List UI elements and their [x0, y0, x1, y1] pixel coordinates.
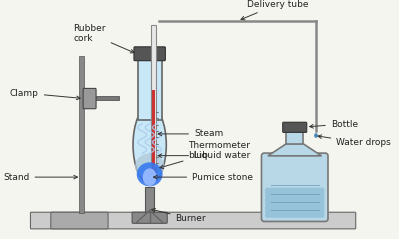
Ellipse shape: [133, 106, 166, 184]
Bar: [286, 131, 303, 144]
FancyBboxPatch shape: [30, 212, 356, 229]
Polygon shape: [268, 144, 322, 156]
Ellipse shape: [314, 133, 318, 138]
Text: Burner: Burner: [152, 208, 206, 223]
FancyBboxPatch shape: [283, 122, 307, 132]
Bar: [150, 25, 156, 171]
Text: Water drops: Water drops: [318, 135, 391, 147]
Text: Pumice stone: Pumice stone: [154, 173, 253, 182]
FancyBboxPatch shape: [132, 212, 167, 223]
Text: Steam: Steam: [158, 129, 223, 138]
Bar: [138, 60, 162, 120]
Text: Rubber
cork: Rubber cork: [73, 24, 134, 53]
FancyBboxPatch shape: [261, 153, 328, 222]
Text: Clamp: Clamp: [10, 88, 80, 100]
Ellipse shape: [135, 153, 164, 179]
Bar: [145, 187, 154, 213]
Bar: [79, 56, 84, 213]
FancyBboxPatch shape: [265, 188, 324, 218]
FancyBboxPatch shape: [83, 88, 96, 109]
Circle shape: [150, 167, 157, 174]
Text: Delivery tube: Delivery tube: [241, 0, 308, 20]
FancyBboxPatch shape: [134, 47, 165, 61]
Ellipse shape: [143, 168, 156, 186]
Text: Stand: Stand: [3, 173, 77, 182]
FancyBboxPatch shape: [51, 212, 108, 229]
Text: Thermometer
blub: Thermometer blub: [160, 141, 251, 168]
Bar: [152, 90, 155, 171]
Text: Bottle: Bottle: [310, 120, 358, 129]
Bar: [84, 96, 119, 100]
Text: Thermometer: Thermometer: [0, 238, 1, 239]
Ellipse shape: [137, 162, 163, 186]
Text: Liquid water: Liquid water: [158, 151, 250, 160]
